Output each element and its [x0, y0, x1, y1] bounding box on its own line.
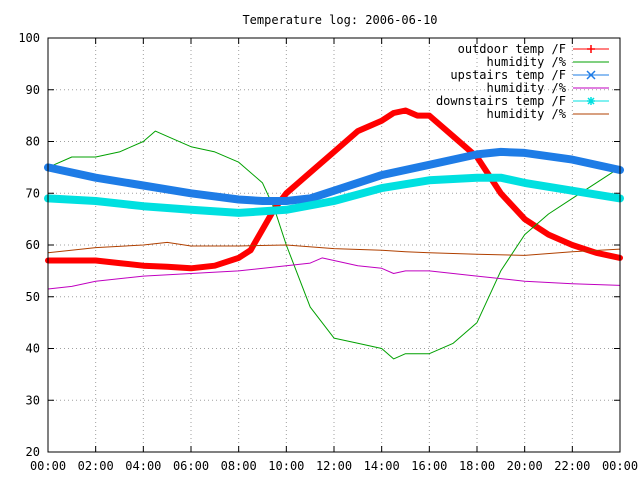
- x-tick-label: 20:00: [507, 459, 543, 473]
- x-tick-label: 02:00: [78, 459, 114, 473]
- x-tick-label: 10:00: [268, 459, 304, 473]
- legend-marker: [586, 70, 596, 80]
- x-tick-label: 00:00: [602, 459, 638, 473]
- series-line: [44, 147, 624, 205]
- y-tick-label: 40: [26, 342, 40, 356]
- chart-title: Temperature log: 2006-06-10: [242, 13, 437, 27]
- series-line: [47, 241, 621, 256]
- y-tick-label: 100: [18, 31, 40, 45]
- legend-marker: [587, 97, 595, 105]
- series-line: [47, 257, 621, 290]
- legend-label: humidity /%: [487, 81, 567, 95]
- x-axis-ticks: 00:00 02:00 04:00 06:00 08:00 10:00 12:00 14:00…: [30, 38, 638, 473]
- y-tick-label: 20: [26, 445, 40, 459]
- x-tick-label: 04:00: [125, 459, 161, 473]
- legend-label: upstairs temp /F: [450, 68, 566, 82]
- series-lines: [44, 107, 624, 360]
- x-tick-label: 00:00: [30, 459, 66, 473]
- legend-label: outdoor temp /F: [458, 42, 566, 56]
- x-tick-label: 16:00: [411, 459, 447, 473]
- x-tick-label: 08:00: [221, 459, 257, 473]
- y-tick-label: 80: [26, 135, 40, 149]
- legend-label: downstairs temp /F: [436, 94, 566, 108]
- x-tick-label: 12:00: [316, 459, 352, 473]
- plot-frame: [47, 37, 621, 453]
- x-tick-label: 06:00: [173, 459, 209, 473]
- series-line: [47, 130, 621, 360]
- y-axis-ticks: 20 30 40 50 60 70 80 90 100: [18, 31, 620, 459]
- y-tick-label: 30: [26, 393, 40, 407]
- legend-label: humidity /%: [487, 107, 567, 121]
- x-tick-label: 14:00: [364, 459, 400, 473]
- y-tick-label: 90: [26, 83, 40, 97]
- x-tick-label: 22:00: [554, 459, 590, 473]
- grid-lines: [48, 38, 620, 452]
- y-tick-label: 50: [26, 290, 40, 304]
- series-line: [44, 173, 624, 217]
- legend-label: humidity /%: [487, 55, 567, 69]
- legend-marker: [587, 45, 595, 53]
- y-tick-label: 60: [26, 238, 40, 252]
- x-tick-label: 18:00: [459, 459, 495, 473]
- series-line: [45, 107, 623, 272]
- y-tick-label: 70: [26, 186, 40, 200]
